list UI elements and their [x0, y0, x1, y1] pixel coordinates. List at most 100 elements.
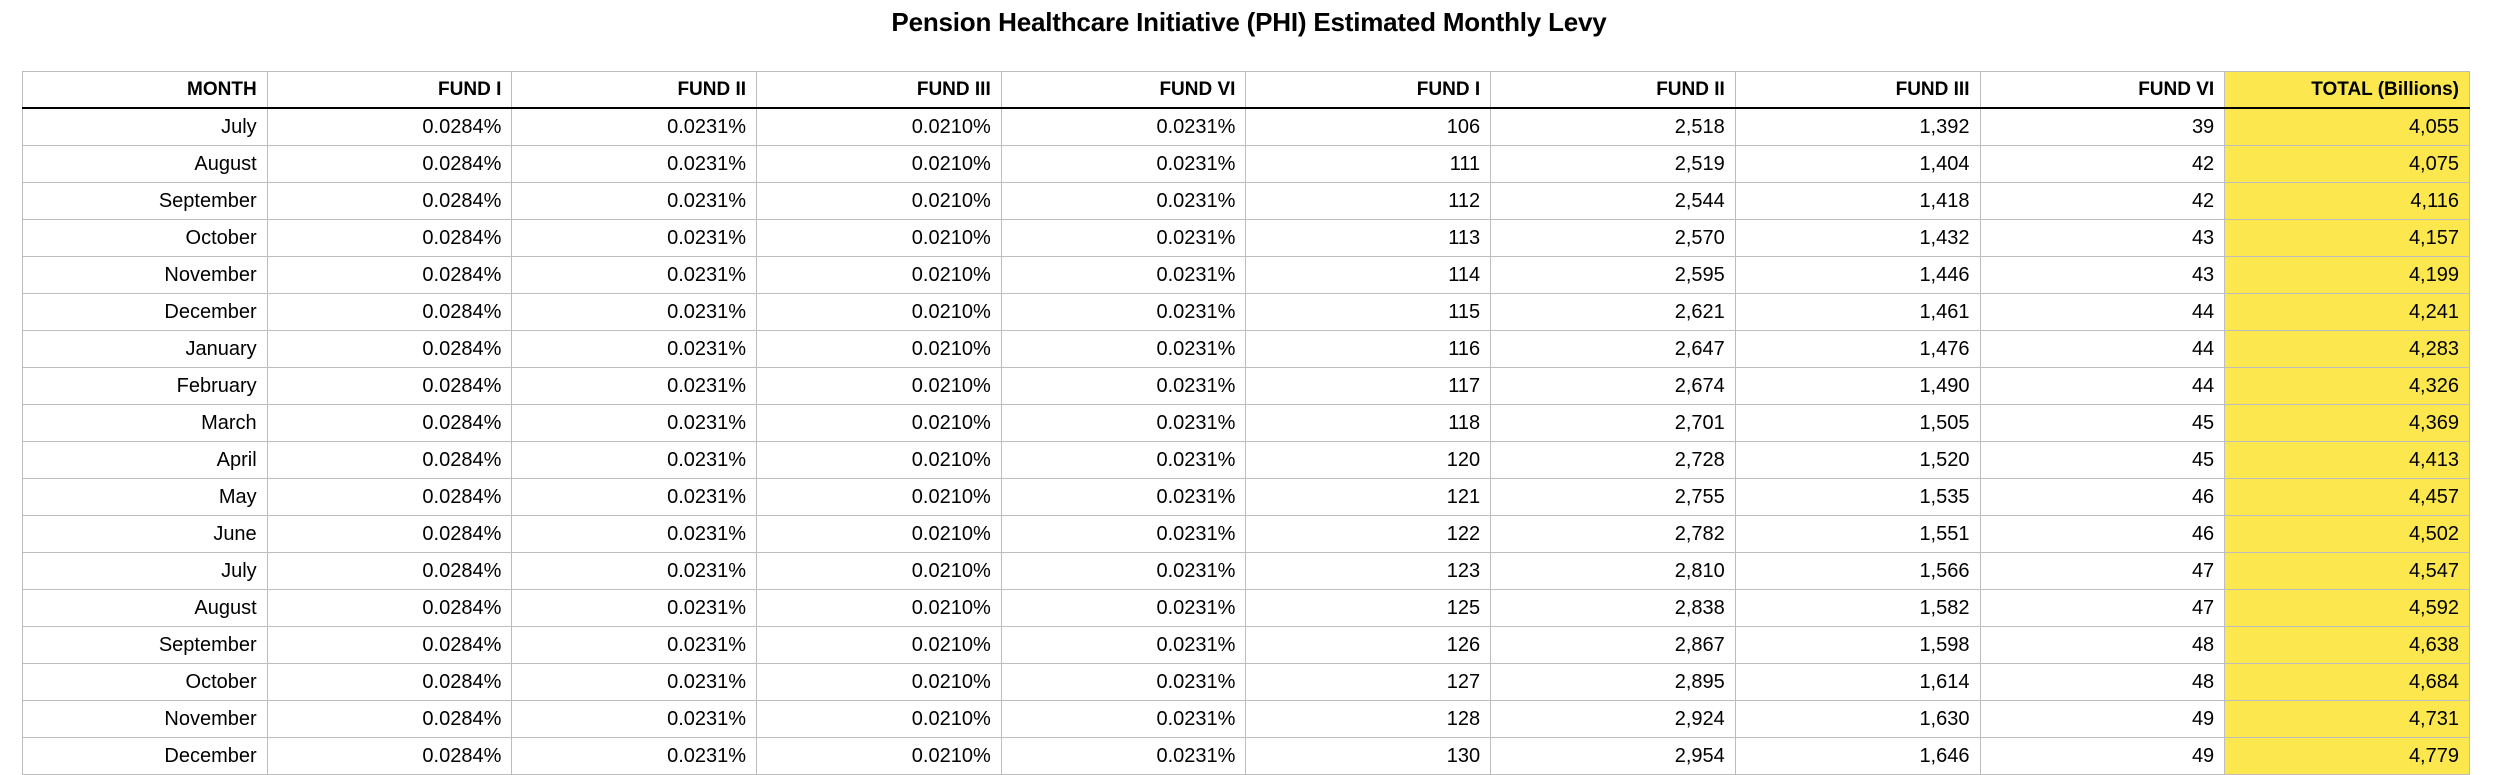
cell-value: 1,598 [1734, 626, 1981, 664]
cell-value: 0.0284% [266, 515, 513, 553]
cell-value: 0.0231% [1000, 515, 1247, 553]
cell-total: 4,779 [2224, 737, 2470, 775]
cell-value: 0.0284% [266, 107, 513, 146]
cell-value: 1,582 [1734, 589, 1981, 627]
table-row: October 0.0284% 0.0231% 0.0210% 0.0231% 113 2,… [22, 219, 2470, 257]
cell-value: 0.0231% [1000, 404, 1247, 442]
cell-month: January [22, 330, 268, 368]
cell-value: 0.0231% [511, 589, 758, 627]
cell-value: 0.0284% [266, 182, 513, 220]
cell-value: 0.0284% [266, 441, 513, 479]
cell-value: 112 [1245, 182, 1492, 220]
cell-month: February [22, 367, 268, 405]
cell-value: 1,566 [1734, 552, 1981, 590]
cell-value: 2,755 [1490, 478, 1736, 516]
cell-value: 0.0210% [756, 330, 1002, 368]
cell-value: 2,544 [1490, 182, 1736, 220]
cell-month: November [22, 700, 268, 738]
cell-value: 122 [1245, 515, 1492, 553]
cell-value: 0.0231% [1000, 552, 1247, 590]
cell-value: 2,621 [1490, 293, 1736, 331]
cell-value: 2,701 [1490, 404, 1736, 442]
cell-total: 4,241 [2224, 293, 2470, 331]
cell-value: 0.0231% [1000, 626, 1247, 664]
cell-value: 2,810 [1490, 552, 1736, 590]
cell-value: 0.0210% [756, 441, 1002, 479]
table-row: January 0.0284% 0.0231% 0.0210% 0.0231% 116 2,… [22, 330, 2470, 368]
cell-value: 123 [1245, 552, 1492, 590]
cell-value: 0.0284% [266, 145, 513, 183]
cell-total: 4,502 [2224, 515, 2470, 553]
cell-value: 0.0284% [266, 256, 513, 294]
cell-value: 130 [1245, 737, 1492, 775]
cell-value: 0.0231% [511, 700, 758, 738]
cell-month: November [22, 256, 268, 294]
column-header-fund-iii: FUND III [1734, 71, 1981, 109]
cell-value: 2,647 [1490, 330, 1736, 368]
cell-value: 1,646 [1734, 737, 1981, 775]
column-header-fund-iii: FUND III [756, 71, 1002, 109]
cell-value: 2,519 [1490, 145, 1736, 183]
cell-value: 126 [1245, 626, 1492, 664]
cell-value: 106 [1245, 107, 1492, 146]
cell-month: September [22, 626, 268, 664]
cell-total: 4,199 [2224, 256, 2470, 294]
cell-month: April [22, 441, 268, 479]
cell-value: 0.0231% [1000, 589, 1247, 627]
cell-value: 46 [1979, 478, 2226, 516]
cell-value: 0.0231% [511, 107, 758, 146]
cell-value: 0.0231% [511, 552, 758, 590]
cell-value: 0.0231% [511, 330, 758, 368]
cell-value: 1,614 [1734, 663, 1981, 701]
cell-value: 1,432 [1734, 219, 1981, 257]
cell-total: 4,592 [2224, 589, 2470, 627]
cell-value: 0.0210% [756, 552, 1002, 590]
cell-month: May [22, 478, 268, 516]
cell-value: 0.0284% [266, 552, 513, 590]
cell-total: 4,055 [2224, 107, 2470, 146]
cell-value: 1,476 [1734, 330, 1981, 368]
cell-value: 2,595 [1490, 256, 1736, 294]
cell-month: June [22, 515, 268, 553]
cell-value: 46 [1979, 515, 2226, 553]
cell-value: 0.0210% [756, 107, 1002, 146]
cell-value: 0.0231% [1000, 182, 1247, 220]
cell-total: 4,326 [2224, 367, 2470, 405]
cell-value: 0.0231% [511, 626, 758, 664]
cell-value: 1,461 [1734, 293, 1981, 331]
cell-value: 49 [1979, 700, 2226, 738]
cell-month: August [22, 589, 268, 627]
cell-value: 0.0210% [756, 663, 1002, 701]
cell-value: 0.0284% [266, 626, 513, 664]
cell-total: 4,075 [2224, 145, 2470, 183]
cell-value: 0.0231% [1000, 478, 1247, 516]
cell-value: 0.0231% [511, 293, 758, 331]
cell-total: 4,457 [2224, 478, 2470, 516]
cell-value: 0.0210% [756, 367, 1002, 405]
cell-value: 1,551 [1734, 515, 1981, 553]
cell-value: 0.0231% [1000, 145, 1247, 183]
cell-value: 0.0210% [756, 700, 1002, 738]
cell-value: 44 [1979, 293, 2226, 331]
cell-value: 2,838 [1490, 589, 1736, 627]
column-header-fund-ii: FUND II [1490, 71, 1736, 109]
cell-total: 4,157 [2224, 219, 2470, 257]
cell-value: 2,895 [1490, 663, 1736, 701]
cell-value: 47 [1979, 589, 2226, 627]
cell-value: 42 [1979, 182, 2226, 220]
cell-value: 43 [1979, 256, 2226, 294]
cell-value: 0.0231% [511, 478, 758, 516]
cell-value: 0.0231% [511, 515, 758, 553]
cell-value: 0.0231% [511, 256, 758, 294]
cell-value: 121 [1245, 478, 1492, 516]
cell-value: 0.0231% [1000, 700, 1247, 738]
table-row: September 0.0284% 0.0231% 0.0210% 0.0231% 126… [22, 626, 2470, 664]
cell-value: 2,674 [1490, 367, 1736, 405]
cell-value: 111 [1245, 145, 1492, 183]
cell-value: 1,446 [1734, 256, 1981, 294]
cell-value: 1,630 [1734, 700, 1981, 738]
column-header-fund-vi: FUND VI [1979, 71, 2226, 109]
cell-value: 1,392 [1734, 107, 1981, 146]
